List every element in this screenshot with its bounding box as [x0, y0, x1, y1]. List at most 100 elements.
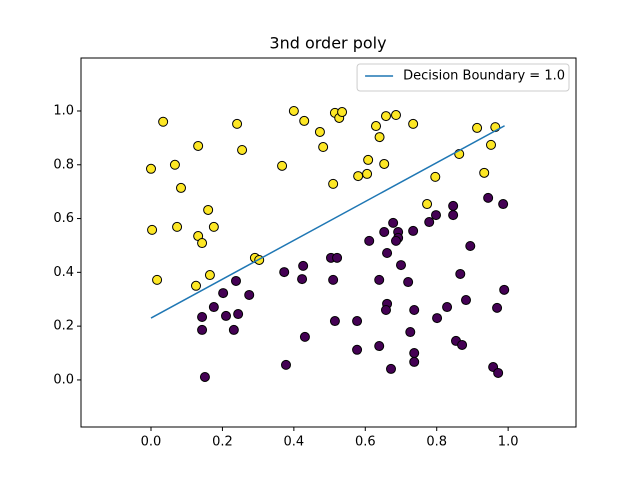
point: [405, 327, 416, 338]
point: [299, 115, 310, 126]
point: [498, 199, 509, 210]
point: [297, 274, 308, 285]
point: [191, 280, 201, 291]
point: [279, 267, 290, 278]
point: [152, 274, 163, 285]
x-tick-label: 0.6: [355, 435, 376, 450]
point: [465, 240, 476, 251]
point: [391, 110, 401, 121]
point: [197, 324, 208, 335]
point: [381, 111, 391, 122]
point: [448, 210, 459, 221]
y-tick-label: 0.8: [53, 157, 74, 172]
point: [422, 199, 433, 210]
point: [362, 168, 373, 179]
point: [396, 260, 406, 271]
x-tick-label: 0.0: [141, 435, 162, 450]
point: [388, 217, 399, 228]
point: [281, 359, 291, 370]
point: [409, 356, 420, 367]
legend: Decision Boundary = 1.0: [356, 63, 570, 92]
point: [352, 316, 363, 327]
point: [277, 160, 288, 171]
y-tick-label: 0.4: [53, 265, 74, 280]
point: [169, 159, 180, 170]
point: [228, 324, 239, 335]
x-tick-label: 0.2: [212, 435, 233, 450]
point: [379, 158, 390, 169]
legend-box: [356, 63, 570, 92]
point: [409, 348, 420, 359]
y-tick-label: 0.2: [53, 319, 74, 334]
point: [232, 118, 243, 129]
point: [244, 289, 255, 300]
point: [461, 295, 471, 306]
point: [364, 235, 375, 246]
point: [204, 270, 215, 281]
point: [374, 341, 385, 352]
point: [299, 331, 310, 342]
x-tick-label: 0.4: [284, 435, 305, 450]
point: [483, 192, 494, 203]
point: [430, 171, 441, 182]
point: [457, 339, 468, 350]
point: [197, 238, 208, 249]
point: [408, 225, 419, 236]
point: [147, 224, 158, 235]
point: [371, 121, 381, 132]
point: [193, 140, 204, 151]
point: [381, 305, 391, 316]
point: [391, 235, 401, 246]
point: [493, 367, 504, 378]
point: [486, 139, 496, 150]
point: [197, 311, 208, 322]
point: [409, 305, 420, 316]
x-tick-label: 0.8: [426, 435, 447, 450]
point: [158, 116, 169, 127]
point: [352, 344, 363, 355]
axes-frame: [80, 57, 577, 428]
y-tick-label: 0.0: [53, 372, 74, 387]
point: [176, 182, 186, 193]
point: [146, 163, 156, 174]
line: [150, 125, 505, 319]
legend-label: Decision Boundary = 1.0: [403, 69, 565, 84]
point: [318, 142, 329, 153]
point: [298, 260, 309, 271]
point: [442, 302, 453, 313]
point: [233, 309, 244, 320]
point: [492, 302, 503, 313]
point: [382, 247, 393, 258]
point: [499, 284, 510, 295]
point: [314, 126, 325, 137]
point: [328, 178, 339, 189]
point: [374, 274, 385, 285]
point: [208, 221, 219, 232]
point: [328, 274, 339, 285]
y-tick-label: 1.0: [53, 103, 74, 118]
point: [432, 313, 443, 324]
point: [218, 288, 229, 299]
point: [363, 154, 374, 165]
point: [203, 204, 214, 215]
point: [455, 268, 466, 279]
point: [172, 221, 183, 232]
point: [288, 105, 299, 116]
x-tick-label: 1.0: [498, 435, 519, 450]
point: [374, 132, 385, 143]
point: [448, 200, 459, 211]
point: [221, 310, 231, 321]
chart-title: 3nd order poly: [269, 34, 386, 53]
point: [408, 118, 419, 129]
point: [479, 167, 490, 178]
point: [199, 371, 210, 382]
point: [332, 252, 343, 263]
point: [231, 275, 241, 286]
point: [379, 227, 390, 238]
point: [424, 217, 435, 228]
point: [208, 302, 219, 313]
point: [431, 210, 441, 221]
point: [472, 122, 483, 133]
point: [353, 171, 364, 182]
